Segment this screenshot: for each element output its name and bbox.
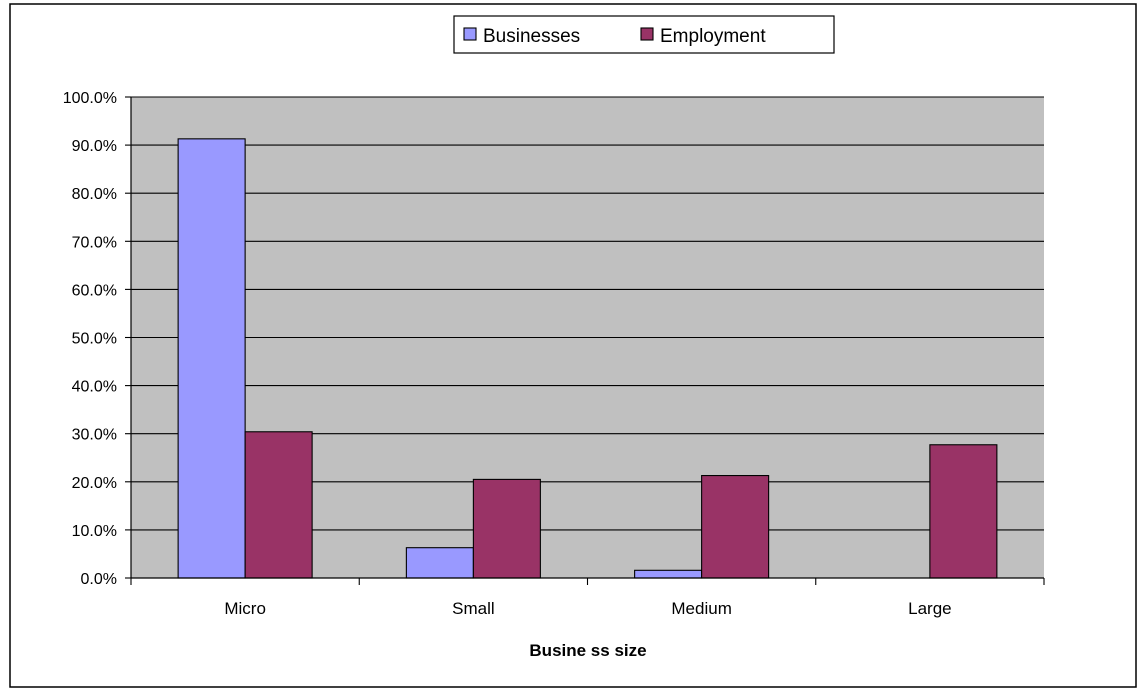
bars bbox=[177, 138, 998, 579]
x-axis-title: Busine ss size bbox=[529, 641, 646, 660]
y-tick-label: 60.0% bbox=[72, 282, 117, 299]
legend: Businesses Employment bbox=[453, 15, 835, 54]
x-tick-label: Micro bbox=[224, 599, 266, 618]
y-tick-label: 10.0% bbox=[72, 523, 117, 540]
y-axis-ticks: 0.0% 10.0% 20.0% 30.0% 40.0% 50.0% 60.0% 70.0% 8… bbox=[63, 90, 131, 588]
y-tick-label: 0.0% bbox=[81, 571, 117, 588]
y-tick-label: 20.0% bbox=[72, 475, 117, 492]
legend-swatch-businesses bbox=[463, 27, 477, 41]
bar-employment-small bbox=[472, 478, 541, 579]
y-tick-label: 100.0% bbox=[63, 90, 117, 107]
x-tick-label: Medium bbox=[671, 599, 731, 618]
y-tick-label: 90.0% bbox=[72, 138, 117, 155]
legend-label-businesses: Businesses bbox=[483, 26, 580, 47]
bar-employment-micro bbox=[244, 431, 313, 579]
y-tick-label: 50.0% bbox=[72, 331, 117, 348]
gridlines bbox=[131, 96, 1044, 531]
legend-label-employment: Employment bbox=[660, 26, 766, 47]
x-tick-label: Large bbox=[908, 599, 951, 618]
y-tick-label: 40.0% bbox=[72, 379, 117, 396]
legend-swatch-employment bbox=[640, 27, 654, 41]
y-tick-label: 80.0% bbox=[72, 186, 117, 203]
bar-employment-medium bbox=[701, 474, 770, 579]
bar-employment-large bbox=[929, 444, 998, 579]
y-tick-label: 30.0% bbox=[72, 427, 117, 444]
x-tick-label: Small bbox=[452, 599, 495, 618]
bar-businesses-medium bbox=[634, 569, 703, 579]
y-tick-label: 70.0% bbox=[72, 234, 117, 251]
x-axis-ticks: Micro Small Medium Large bbox=[130, 578, 1045, 618]
bar-businesses-small bbox=[405, 547, 474, 579]
bar-businesses-micro bbox=[177, 138, 246, 579]
